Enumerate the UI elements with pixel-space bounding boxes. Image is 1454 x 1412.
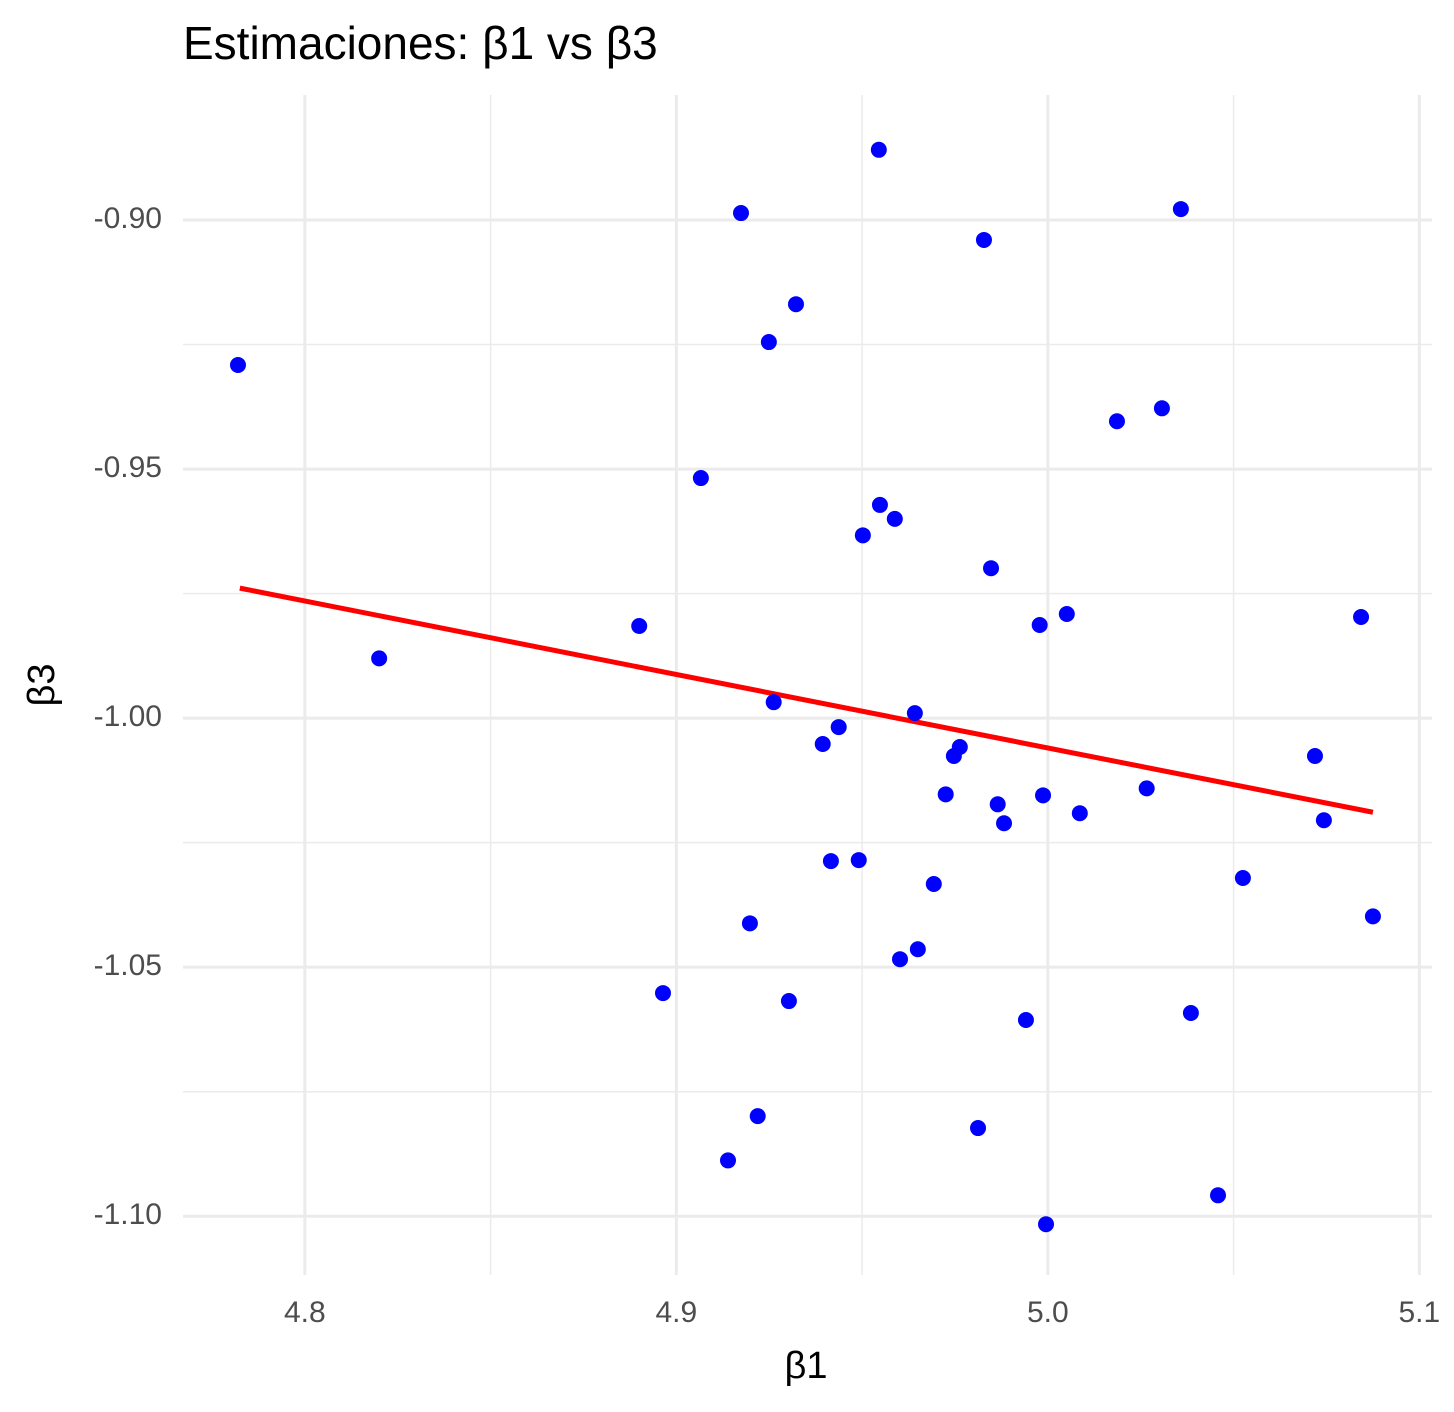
- point: [787, 296, 804, 313]
- point: [1071, 805, 1088, 822]
- y-tick-label: -1.10: [94, 1198, 162, 1231]
- point: [1210, 1187, 1227, 1204]
- point: [692, 470, 709, 487]
- point: [870, 141, 887, 158]
- point: [733, 205, 750, 222]
- point: [760, 334, 777, 351]
- point: [1182, 1004, 1199, 1021]
- point: [925, 875, 942, 892]
- point: [1353, 609, 1370, 626]
- point: [983, 560, 1000, 577]
- point: [1306, 747, 1323, 764]
- point: [1138, 780, 1155, 797]
- point: [814, 736, 831, 753]
- point: [886, 510, 903, 527]
- point: [830, 719, 847, 736]
- point: [1038, 1216, 1055, 1233]
- point: [989, 796, 1006, 813]
- point: [1035, 787, 1052, 804]
- y-tick-label: -0.95: [94, 451, 162, 484]
- point: [850, 852, 867, 869]
- point: [892, 951, 909, 968]
- x-tick-label: 5.0: [1027, 1296, 1069, 1329]
- point: [1058, 606, 1075, 623]
- point: [975, 231, 992, 248]
- point: [1108, 413, 1125, 430]
- point: [871, 496, 888, 513]
- point: [996, 815, 1013, 832]
- chart-title: Estimaciones: β1 vs β3: [183, 17, 658, 69]
- point: [371, 650, 388, 667]
- point: [1315, 812, 1332, 829]
- point: [909, 941, 926, 958]
- point: [749, 1108, 766, 1125]
- point: [937, 786, 954, 803]
- point: [654, 985, 671, 1002]
- point: [631, 617, 648, 634]
- point: [1234, 870, 1251, 887]
- y-axis-title: β3: [21, 664, 63, 707]
- x-tick-label: 4.9: [655, 1296, 697, 1329]
- point: [1153, 400, 1170, 417]
- point: [970, 1120, 987, 1137]
- point: [822, 853, 839, 870]
- point: [1031, 616, 1048, 633]
- point: [229, 356, 246, 373]
- point: [906, 705, 923, 722]
- point: [951, 739, 968, 756]
- y-tick-label: -1.00: [94, 700, 162, 733]
- fit-line: [239, 585, 1374, 815]
- point: [1017, 1011, 1034, 1028]
- point: [1364, 908, 1381, 925]
- point: [765, 694, 782, 711]
- point: [780, 993, 797, 1010]
- y-tick-label: -1.05: [94, 949, 162, 982]
- point: [854, 527, 871, 544]
- y-tick-label: -0.90: [94, 202, 162, 235]
- point: [741, 915, 758, 932]
- x-axis-title: β1: [785, 1345, 828, 1387]
- x-tick-label: 5.1: [1399, 1296, 1441, 1329]
- point: [1172, 201, 1189, 218]
- point: [719, 1152, 736, 1169]
- x-tick-label: 4.8: [284, 1296, 326, 1329]
